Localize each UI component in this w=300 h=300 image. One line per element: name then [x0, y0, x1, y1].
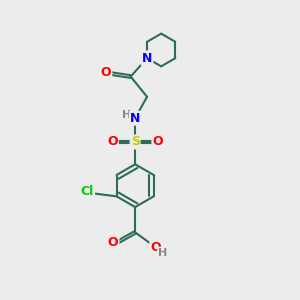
Text: S: S [130, 136, 140, 148]
Text: N: N [130, 112, 140, 125]
Text: H: H [158, 248, 167, 257]
Text: Cl: Cl [81, 185, 94, 198]
Text: O: O [150, 241, 161, 254]
Text: O: O [101, 66, 111, 79]
Text: H: H [122, 110, 131, 120]
Text: O: O [108, 236, 118, 249]
Text: N: N [142, 52, 152, 65]
Text: O: O [152, 136, 163, 148]
Text: O: O [107, 136, 118, 148]
Text: N: N [142, 52, 152, 65]
